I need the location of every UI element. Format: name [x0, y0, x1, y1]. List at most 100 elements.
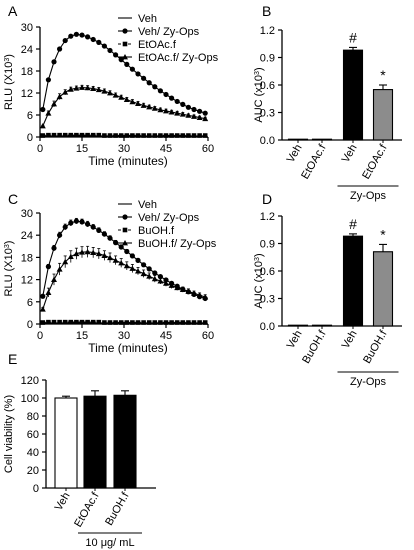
legend-entry: Veh/ Zy-Ops [138, 212, 200, 224]
data-point [90, 36, 96, 43]
y-tick-label: 0.9 [260, 53, 275, 65]
data-point [79, 219, 85, 225]
data-point [141, 320, 146, 325]
data-point [135, 133, 141, 138]
data-point [135, 71, 141, 77]
y-axis-label-end: ) [3, 54, 15, 58]
series-2 [40, 319, 208, 325]
data-point [101, 88, 108, 94]
data-point [95, 250, 102, 257]
data-point [57, 232, 63, 238]
data-point [102, 133, 107, 138]
panel-letter: B [262, 3, 271, 19]
y-tick-label: 20 [27, 465, 39, 477]
data-point [186, 320, 191, 325]
data-point [73, 250, 80, 257]
x-tick-label: 0 [37, 330, 43, 342]
x-tick-label: 15 [76, 330, 88, 342]
data-point [196, 292, 203, 298]
y-tick-label: 0 [27, 132, 33, 144]
bar [113, 394, 137, 489]
data-point [179, 111, 186, 117]
data-point [123, 262, 130, 269]
data-point [163, 107, 169, 114]
y-tick-label: 24 [21, 44, 33, 56]
y-tick-label: 30 [21, 208, 33, 220]
y-axis-label: RLU (X103) [3, 241, 15, 297]
data-point [113, 133, 118, 138]
y-axis-label-end: ) [3, 241, 15, 245]
data-point [180, 320, 186, 325]
data-point [197, 133, 202, 138]
data-point [130, 133, 135, 138]
y-axis-label-superscript: 3 [254, 71, 261, 75]
data-point [174, 110, 181, 116]
y-axis-label-end: ) [253, 67, 265, 71]
category-label: Veh [285, 329, 305, 351]
data-point [146, 273, 153, 279]
data-point [46, 319, 51, 325]
legend-entry: EtOAc.f [138, 39, 177, 51]
data-point [85, 221, 91, 227]
data-point [163, 320, 169, 325]
data-point [129, 66, 135, 72]
data-point [68, 132, 74, 138]
y-tick-label: 0.9 [260, 239, 275, 251]
data-point [90, 249, 97, 255]
data-point [118, 244, 124, 250]
data-point [90, 224, 96, 230]
data-point [157, 88, 163, 94]
data-point [168, 109, 175, 115]
data-point [84, 248, 91, 255]
data-point [51, 276, 57, 282]
y-axis-label-superscript: 3 [4, 58, 11, 62]
y-tick-label: 1.2 [260, 211, 275, 223]
data-point [40, 320, 46, 325]
data-point [62, 258, 69, 265]
data-point [174, 133, 180, 138]
data-point [174, 98, 180, 105]
data-point [124, 61, 130, 67]
panel-letter: D [262, 191, 272, 207]
data-point [85, 132, 90, 138]
data-point [135, 257, 141, 263]
data-point [46, 132, 51, 138]
y-axis-label: Cell viability (%) [3, 395, 15, 473]
data-point [62, 224, 68, 230]
y-tick-label: 18 [21, 66, 33, 78]
group-label: 10 μg/ mL [85, 537, 134, 549]
data-point [79, 319, 85, 325]
data-point [101, 231, 107, 237]
data-point [79, 84, 85, 90]
data-point [191, 133, 197, 138]
category-label: Veh [340, 143, 360, 165]
data-point [146, 320, 152, 325]
data-point [140, 102, 147, 108]
data-point [152, 270, 158, 276]
legend-marker [122, 227, 128, 233]
data-point [202, 320, 208, 325]
y-axis-label: RLU (X103) [3, 54, 15, 110]
data-point [141, 133, 146, 138]
data-point [118, 259, 125, 266]
data-point [191, 113, 197, 119]
data-point [51, 245, 57, 251]
data-point [141, 75, 147, 81]
data-point [140, 270, 147, 277]
data-point [146, 103, 153, 110]
y-tick-label: 60 [27, 429, 39, 441]
x-tick-label: 30 [118, 143, 130, 155]
data-point [102, 320, 107, 325]
data-point [85, 319, 90, 325]
data-point [45, 110, 52, 116]
y-tick-label: 12 [21, 88, 33, 100]
data-point [174, 320, 180, 325]
data-point [79, 249, 85, 255]
series-1 [40, 31, 208, 116]
data-point [56, 266, 63, 272]
data-point [151, 105, 158, 111]
y-tick-label: 100 [21, 393, 39, 405]
data-point [85, 34, 91, 40]
y-tick-label: 40 [27, 447, 39, 459]
